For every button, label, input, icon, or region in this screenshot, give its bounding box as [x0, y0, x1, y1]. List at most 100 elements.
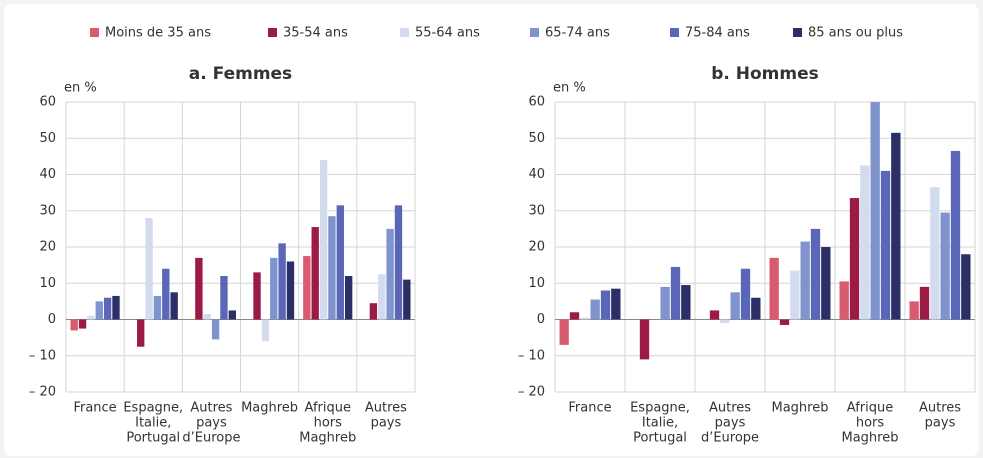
x-tick-label: Autres — [365, 401, 407, 416]
bar — [940, 212, 950, 320]
x-tick-label: hors — [314, 416, 343, 431]
x-tick-label: Autres — [709, 401, 751, 416]
bar-series — [112, 261, 411, 320]
bar — [961, 254, 971, 320]
x-tick-label: Italie, — [135, 416, 171, 431]
bar — [559, 319, 569, 345]
legend-label: 35-54 ans — [283, 26, 348, 41]
bar — [170, 292, 178, 320]
bar-series — [103, 205, 403, 320]
legend-swatch — [400, 28, 409, 37]
y-tick-label: 20 — [528, 240, 545, 255]
bar — [849, 198, 860, 320]
x-tick-label: Autres — [190, 401, 232, 416]
bar — [590, 299, 600, 320]
bar — [730, 292, 740, 320]
bar — [378, 274, 386, 320]
y-tick-label: 10 — [528, 276, 545, 291]
bar — [319, 160, 328, 320]
legend-swatch — [530, 28, 539, 37]
x-tick-label: France — [73, 401, 116, 416]
bar — [950, 150, 961, 320]
legend-label: 65-74 ans — [545, 26, 610, 41]
bar-series — [569, 198, 930, 360]
y-tick-label: 60 — [39, 95, 56, 110]
bar — [751, 297, 761, 320]
bar-series — [95, 216, 394, 340]
bar — [611, 288, 621, 320]
bar — [839, 281, 849, 320]
bar — [660, 286, 670, 320]
bar — [860, 165, 870, 320]
bar — [220, 276, 228, 320]
bar-series — [580, 165, 940, 324]
bar — [286, 261, 295, 320]
y-tick-label: – 10 — [29, 348, 56, 363]
bar — [720, 319, 730, 324]
bar — [394, 205, 403, 320]
bar — [790, 270, 800, 320]
y-tick-label: 50 — [39, 131, 56, 146]
bar — [569, 312, 580, 320]
bar — [311, 227, 319, 320]
y-tick-label: 30 — [39, 203, 56, 218]
bar — [810, 228, 821, 320]
legend-swatch — [793, 28, 802, 37]
x-tick-label: Maghreb — [299, 431, 356, 446]
bar — [369, 303, 378, 320]
bar — [403, 279, 411, 320]
bar — [930, 187, 940, 320]
bar — [261, 319, 270, 342]
bar — [769, 257, 779, 320]
x-tick-label: Autres — [919, 401, 961, 416]
y-tick-label: 10 — [39, 276, 56, 291]
bar-series — [87, 160, 386, 342]
bar — [87, 315, 95, 320]
bar — [112, 295, 120, 320]
bar — [145, 218, 153, 320]
y-tick-label: 0 — [48, 312, 56, 327]
y-tick-label: 40 — [39, 167, 56, 182]
legend-label: 85 ans ou plus — [808, 26, 903, 41]
bar — [344, 276, 353, 320]
bar — [162, 268, 170, 320]
bar — [386, 228, 394, 320]
x-tick-label: Maghreb — [772, 401, 829, 416]
bar — [336, 205, 344, 320]
bar — [153, 295, 162, 320]
bar — [600, 290, 611, 320]
bar — [891, 132, 901, 320]
bar — [103, 297, 112, 320]
legend-swatch — [268, 28, 277, 37]
x-tick-label: pays — [371, 416, 402, 431]
bar — [740, 268, 751, 320]
y-axis-label: en % — [553, 81, 586, 96]
y-axis-label: en % — [64, 81, 97, 96]
x-tick-label: Maghreb — [842, 431, 899, 446]
bar — [779, 319, 790, 325]
y-tick-label: 50 — [528, 131, 545, 146]
legend-label: Moins de 35 ans — [105, 26, 211, 41]
x-tick-label: Espagne, — [630, 401, 690, 416]
bar — [580, 317, 590, 320]
legend-label: 55-64 ans — [415, 26, 480, 41]
bar-series — [559, 257, 919, 345]
bar — [909, 301, 919, 320]
x-tick-label: Espagne, — [123, 401, 183, 416]
x-tick-label: d’Europe — [182, 431, 240, 446]
y-tick-label: – 10 — [518, 348, 545, 363]
bar — [195, 257, 203, 320]
x-tick-label: Portugal — [633, 431, 687, 446]
card — [4, 4, 979, 456]
x-tick-label: Afrique — [847, 401, 893, 416]
y-tick-label: 60 — [528, 95, 545, 110]
y-tick-label: 30 — [528, 203, 545, 218]
bar — [253, 272, 261, 320]
x-tick-label: pays — [715, 416, 746, 431]
bar — [880, 170, 891, 320]
bar — [278, 243, 286, 320]
bar — [303, 256, 311, 320]
legend-swatch — [670, 28, 679, 37]
bar-series — [611, 132, 971, 320]
